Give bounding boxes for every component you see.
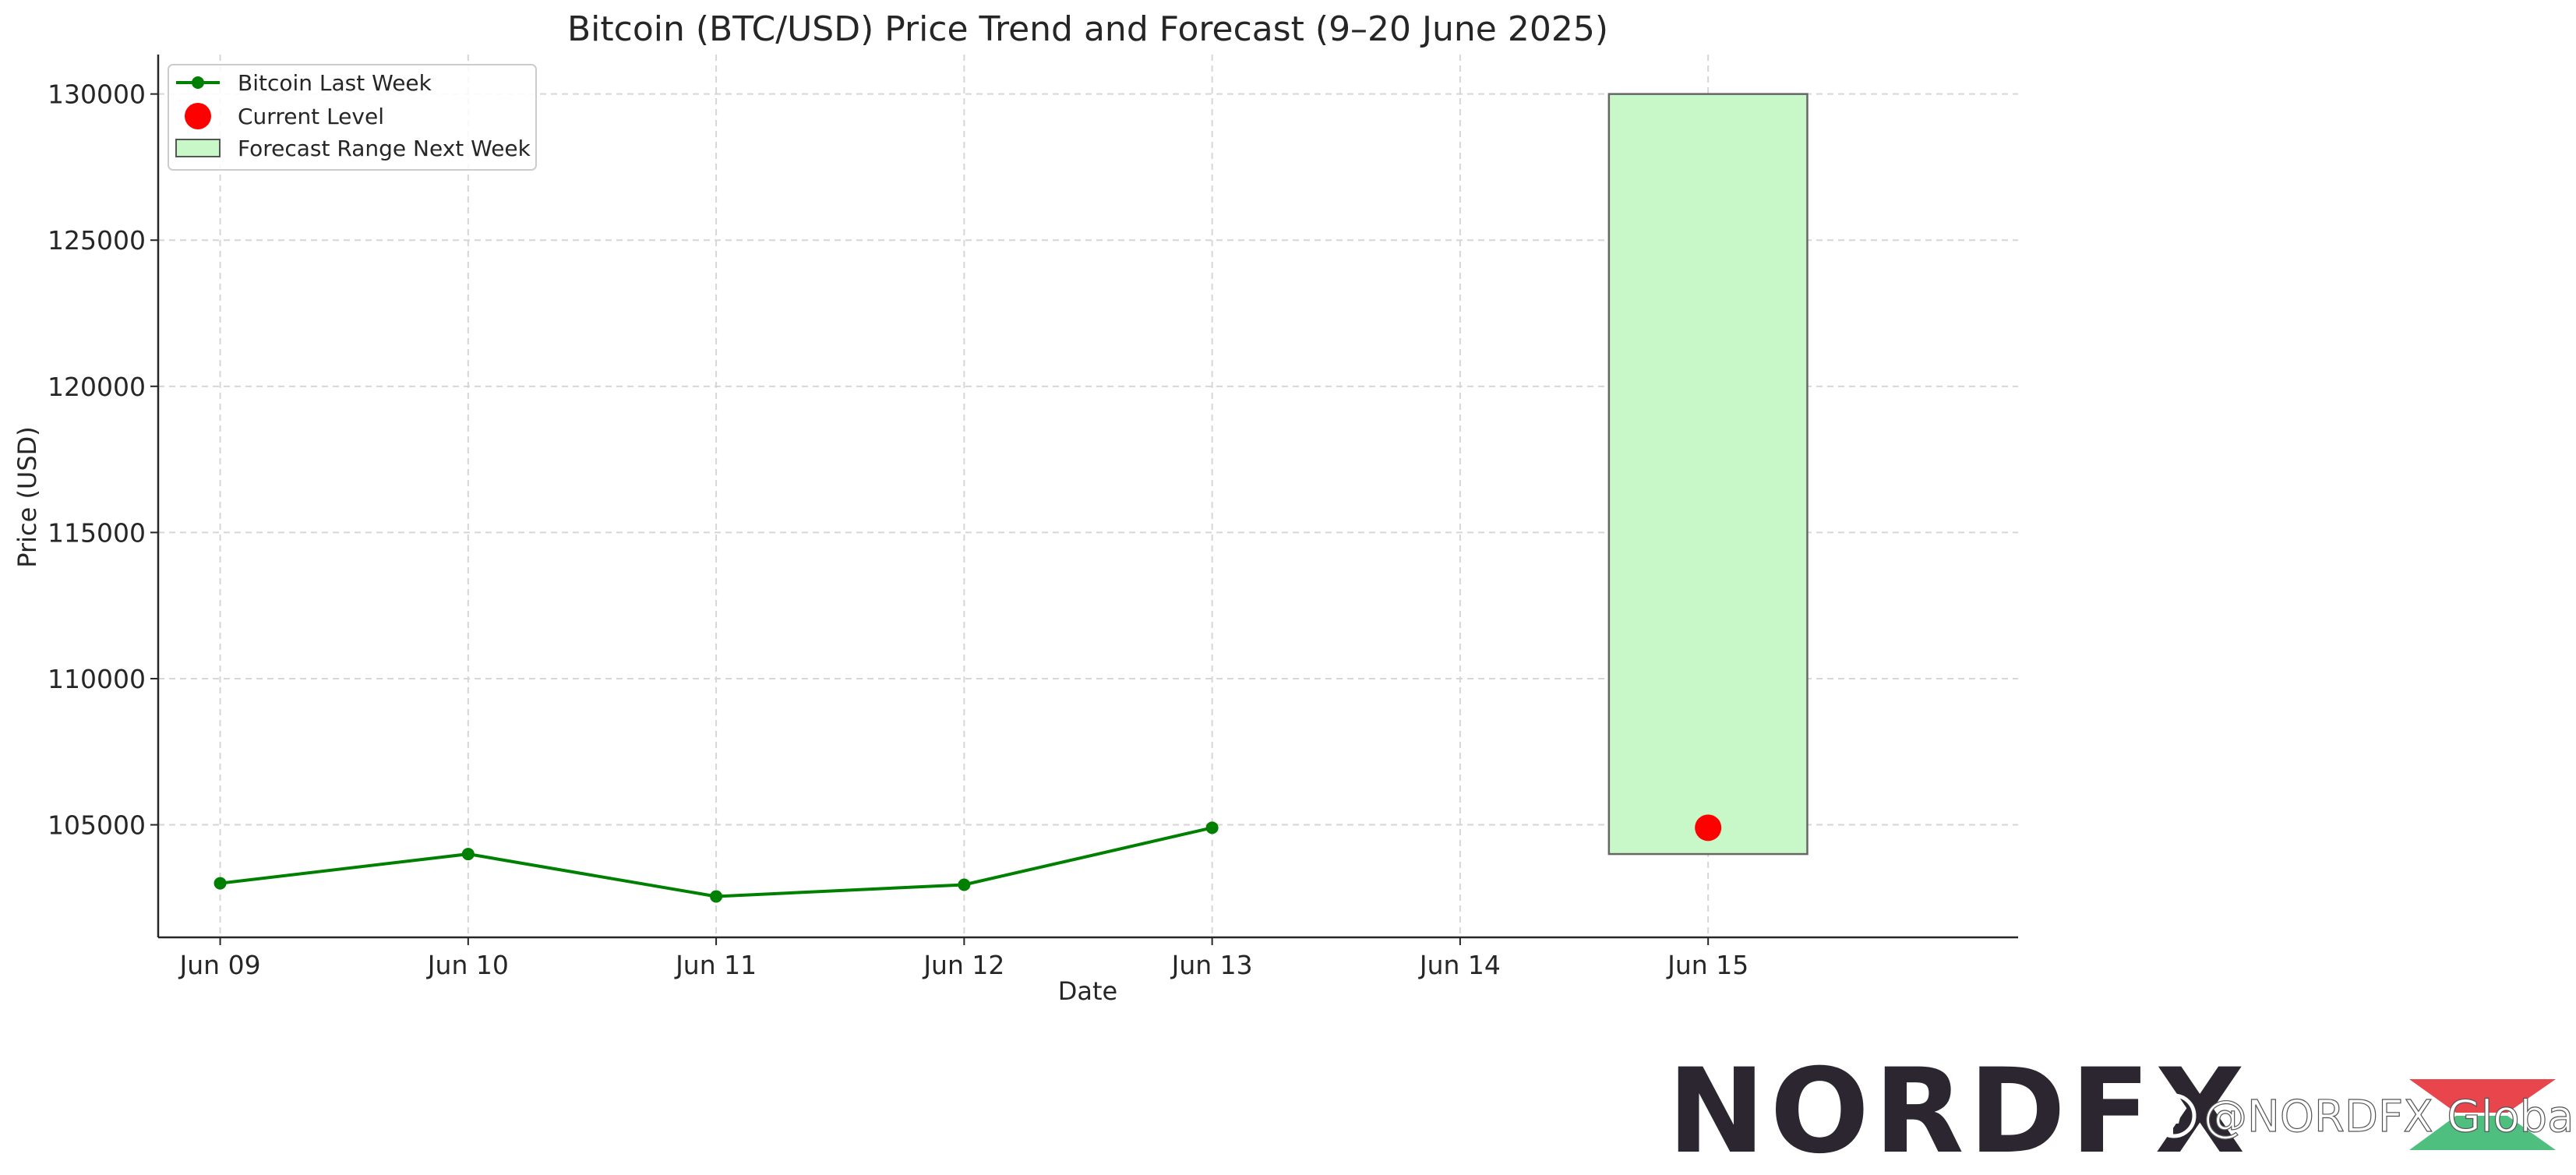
bitcoin-price-point: [213, 877, 227, 890]
x-axis-ticks: Jun 09 Jun 10 Jun 11 Jun 12 Jun 13 Jun 14 Jun …: [178, 937, 1749, 980]
logo-x-green-wing: [2409, 1116, 2556, 1150]
y-tick-label: 120000: [48, 372, 146, 402]
legend-label-current-level: Current Level: [238, 104, 384, 129]
forecast-range-bar: [1607, 93, 1808, 856]
series-layer: [213, 814, 1722, 903]
social-handle: @NORDFX Global: [2204, 1092, 2576, 1142]
forecast-range-layer: [1607, 93, 1808, 856]
legend-label-forecast-range: Forecast Range Next Week: [238, 136, 531, 161]
legend-dot-swatch: [185, 103, 211, 129]
x-tick-label: Jun 11: [674, 950, 757, 980]
nordfx-logo: NORDFX: [1667, 1044, 2556, 1175]
nordfx-watermark: NORDFX @NORDFX Global: [1667, 1044, 2576, 1175]
nordfx-logo-text: NORDFX: [1667, 1044, 2250, 1175]
x-axis-label: Date: [1058, 976, 1117, 1006]
x-tick-label: Jun 13: [1170, 950, 1253, 980]
y-tick-label: 130000: [48, 79, 146, 110]
current-level-point: [1695, 814, 1722, 842]
legend: Bitcoin Last Week Current Level Forecast…: [168, 64, 537, 171]
facebook-icon: [2151, 1093, 2197, 1138]
legend-line-marker: [192, 76, 204, 89]
x-tick-label: Jun 14: [1418, 950, 1501, 980]
legend-range-swatch: [175, 139, 221, 157]
y-tick-label: 115000: [48, 517, 146, 548]
x-tick-label: Jun 15: [1666, 950, 1749, 980]
chart-title: Bitcoin (BTC/USD) Price Trend and Foreca…: [567, 9, 1608, 49]
x-tick-label: Jun 10: [426, 950, 509, 980]
legend-frame: [168, 64, 537, 171]
logo-x-red-wing: [2409, 1079, 2556, 1113]
y-axis-label: Price (USD): [12, 426, 42, 568]
y-tick-label: 125000: [48, 225, 146, 256]
x-tick-label: Jun 12: [922, 950, 1004, 980]
y-tick-label: 110000: [48, 664, 146, 694]
bitcoin-price-point: [710, 890, 723, 903]
bitcoin-price-point: [958, 878, 971, 891]
bitcoin-price-point: [461, 848, 475, 861]
x-tick-label: Jun 09: [178, 950, 261, 980]
legend-label-bitcoin-last-week: Bitcoin Last Week: [238, 70, 432, 96]
y-tick-label: 105000: [48, 810, 146, 841]
bitcoin-price-point: [1205, 821, 1219, 834]
y-axis-ticks: 105000 110000 115000 120000 125000 130000: [48, 79, 158, 841]
